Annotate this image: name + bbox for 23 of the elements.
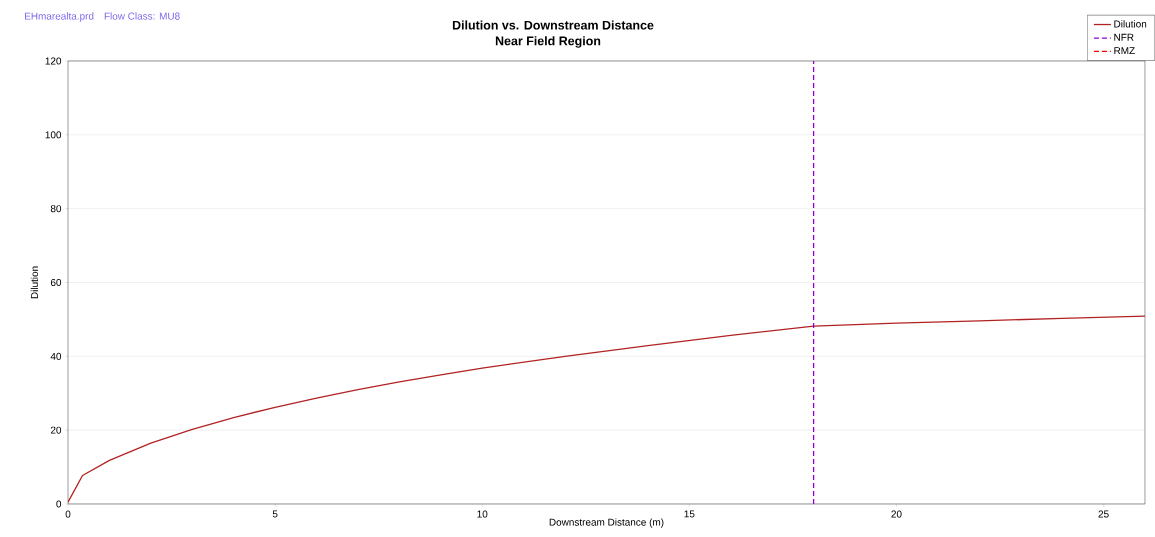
y-tick-label: 100	[45, 131, 62, 139]
legend-label: RMZ	[1114, 47, 1135, 55]
y-tick-label: 80	[50, 205, 62, 213]
text: EHmarealta.prd	[25, 12, 94, 22]
legend-label: Dilution	[1114, 20, 1147, 28]
x-tick-label: 20	[891, 510, 902, 518]
x-tick-label: 15	[684, 510, 695, 518]
chart-subtitle: Near Field Region	[495, 36, 601, 48]
x-tick-label: 5	[272, 510, 278, 518]
x-tick-label: 0	[65, 510, 71, 518]
x-tick-label: 10	[477, 510, 488, 518]
chart-title: Dilution vs. Downstream Distance	[452, 20, 654, 30]
y-tick-label: 0	[56, 500, 62, 508]
y-tick-label: 40	[50, 352, 62, 360]
text: Flow Class: MU8	[104, 12, 180, 20]
y-tick-label: 120	[45, 57, 62, 65]
x-axis-title: Downstream Distance (m)	[549, 518, 664, 528]
x-tick-label: 25	[1098, 510, 1109, 518]
line-series	[68, 315, 1145, 503]
legend-label: NFR	[1114, 33, 1134, 41]
y-tick-label: 60	[50, 278, 62, 287]
y-tick-label: 20	[50, 426, 62, 434]
y-axis-title: Dilution	[30, 266, 39, 299]
